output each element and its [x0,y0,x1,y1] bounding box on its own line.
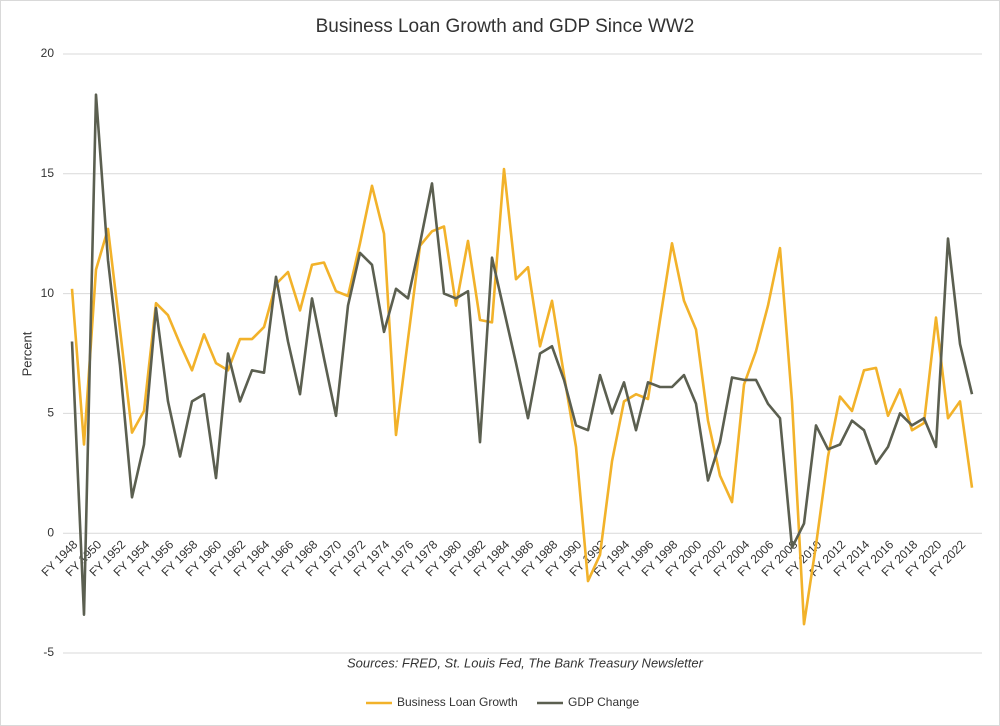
y-tick-label: 10 [41,286,55,300]
y-tick-label: -5 [43,645,54,659]
y-tick-label: 5 [47,406,54,420]
y-axis-label: Percent [19,331,34,376]
series-line [70,93,974,616]
y-tick-label: 15 [41,166,55,180]
series-line [70,167,974,626]
legend-label: Business Loan Growth [397,695,518,709]
y-tick-label: 20 [41,46,55,60]
y-tick-label: 0 [47,525,54,539]
chart-title: Business Loan Growth and GDP Since WW2 [316,16,695,37]
legend-label: GDP Change [568,695,639,709]
annotation: Sources: FRED, St. Louis Fed, The Bank T… [347,655,704,670]
